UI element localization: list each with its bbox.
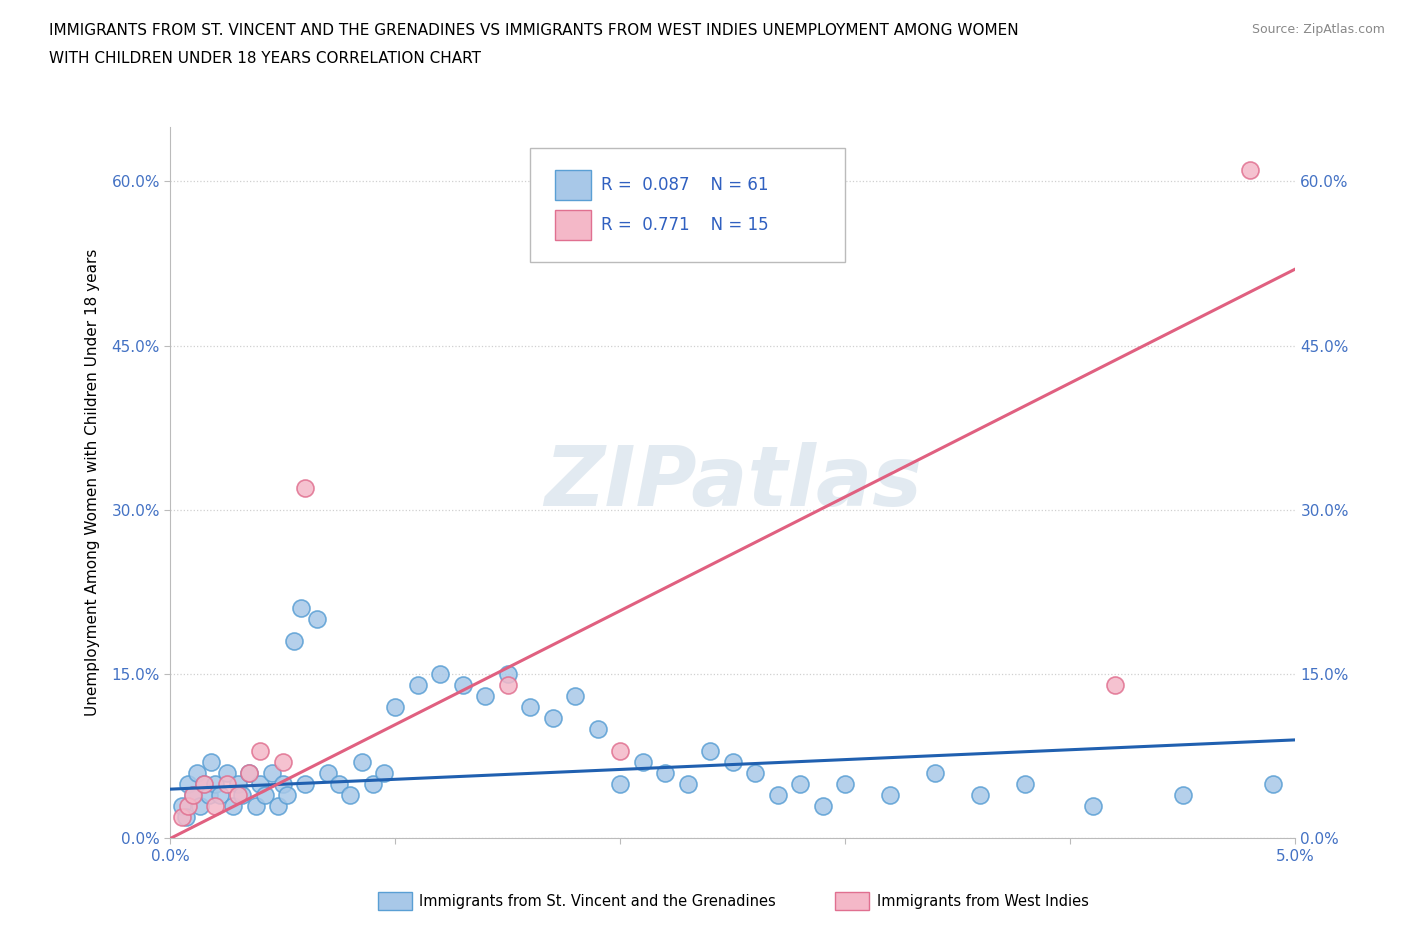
Point [699, 743, 721, 758]
Point [631, 754, 654, 769]
Point [245, 798, 267, 813]
Point [294, 777, 316, 791]
Point [384, 699, 406, 714]
FancyBboxPatch shape [530, 148, 845, 262]
Point [350, 754, 373, 769]
Point [186, 765, 208, 780]
Point [879, 787, 901, 802]
Point [249, 743, 271, 758]
Point [339, 787, 361, 802]
Text: IMMIGRANTS FROM ST. VINCENT AND THE GRENADINES VS IMMIGRANTS FROM WEST INDIES UN: IMMIGRANTS FROM ST. VINCENT AND THE GREN… [49, 23, 1019, 38]
Point [474, 688, 496, 703]
Text: Source: ZipAtlas.com: Source: ZipAtlas.com [1251, 23, 1385, 36]
Point [231, 787, 253, 802]
Point [267, 798, 290, 813]
Point [260, 765, 283, 780]
Point [290, 601, 312, 616]
Point [361, 777, 384, 791]
Point [766, 787, 789, 802]
Point [1014, 777, 1036, 791]
Text: Immigrants from West Indies: Immigrants from West Indies [877, 894, 1090, 909]
Point [519, 699, 541, 714]
Point [429, 667, 451, 682]
Point [226, 777, 249, 791]
Point [564, 688, 586, 703]
Point [328, 777, 350, 791]
Point [177, 777, 200, 791]
Y-axis label: Unemployment Among Women with Children Under 18 years: Unemployment Among Women with Children U… [86, 249, 100, 716]
Text: Immigrants from St. Vincent and the Grenadines: Immigrants from St. Vincent and the Gren… [419, 894, 776, 909]
FancyBboxPatch shape [555, 170, 591, 200]
Point [654, 765, 676, 780]
Point [170, 809, 193, 824]
Point [1104, 678, 1126, 693]
Point [271, 777, 294, 791]
Point [609, 777, 631, 791]
FancyBboxPatch shape [555, 210, 591, 240]
Point [276, 787, 298, 802]
Point [200, 754, 222, 769]
Point [283, 634, 305, 649]
Point [249, 777, 271, 791]
Point [222, 798, 245, 813]
Point [406, 678, 429, 693]
Point [215, 777, 238, 791]
Point [215, 765, 238, 780]
Point [177, 798, 200, 813]
Point [373, 765, 395, 780]
Point [238, 765, 260, 780]
Point [586, 722, 609, 737]
Point [541, 711, 564, 725]
Point [197, 787, 219, 802]
Point [609, 743, 631, 758]
Point [294, 481, 316, 496]
Point [181, 787, 204, 802]
Point [305, 612, 328, 627]
Point [744, 765, 766, 780]
Point [1239, 163, 1261, 178]
Text: ZIPatlas: ZIPatlas [544, 442, 922, 523]
Point [193, 777, 215, 791]
Point [193, 777, 215, 791]
Point [924, 765, 946, 780]
Point [174, 809, 197, 824]
Point [253, 787, 276, 802]
Point [789, 777, 811, 791]
Point [188, 798, 211, 813]
Point [271, 754, 294, 769]
Point [496, 678, 519, 693]
Point [181, 787, 204, 802]
Text: R =  0.771    N = 15: R = 0.771 N = 15 [602, 216, 769, 233]
Point [316, 765, 339, 780]
Point [204, 798, 226, 813]
Point [208, 787, 231, 802]
Point [721, 754, 744, 769]
Text: R =  0.087    N = 61: R = 0.087 N = 61 [602, 176, 769, 194]
Point [1171, 787, 1194, 802]
Point [676, 777, 699, 791]
Point [834, 777, 856, 791]
Point [226, 787, 249, 802]
Point [204, 777, 226, 791]
Text: WITH CHILDREN UNDER 18 YEARS CORRELATION CHART: WITH CHILDREN UNDER 18 YEARS CORRELATION… [49, 51, 481, 66]
Point [451, 678, 474, 693]
Point [969, 787, 991, 802]
Point [496, 667, 519, 682]
Point [811, 798, 834, 813]
Point [238, 765, 260, 780]
Point [170, 798, 193, 813]
Point [1261, 777, 1284, 791]
Point [1081, 798, 1104, 813]
